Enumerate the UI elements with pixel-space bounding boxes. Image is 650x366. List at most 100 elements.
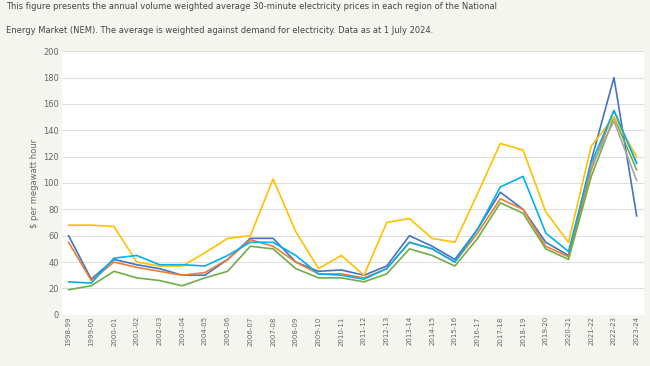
New South Wales [133,265,140,269]
Victoria [201,276,209,280]
New South Wales [406,240,413,244]
South Australia [610,115,618,119]
New South Wales [633,161,641,165]
Tasmania [633,161,641,165]
New South Wales [360,276,368,280]
South Australia [451,240,459,244]
Tasmania [542,231,550,235]
Victoria [315,276,322,280]
Victoria [519,211,527,216]
Victoria [155,278,163,283]
Queensland [110,257,118,262]
Victoria [224,269,231,273]
South Australia [497,141,504,146]
Queensland [155,266,163,271]
Queensland [406,234,413,238]
Queensland [610,75,618,80]
South Australia [383,220,391,225]
South Australia [542,210,550,214]
Line: Victoria: Victoria [68,117,637,290]
Queensland [246,236,254,240]
Victoria [87,284,95,288]
Victoria [292,266,300,271]
New South Wales [337,272,345,276]
Victoria [633,168,641,172]
Victoria [588,174,595,179]
New South Wales [610,108,618,113]
New South Wales [565,255,573,259]
South Australia [269,177,277,181]
Y-axis label: $ per megawatt hour: $ per megawatt hour [30,138,39,228]
South Australia [292,229,300,234]
New South Wales [383,266,391,271]
New South Wales [292,260,300,264]
South Australia [474,191,482,196]
South Australia [133,260,140,264]
Snowy [633,178,641,183]
Victoria [610,115,618,119]
Queensland [133,262,140,267]
New South Wales [588,168,595,172]
South Australia [565,240,573,244]
South Australia [246,234,254,238]
Victoria [133,276,140,280]
Queensland [224,257,231,262]
Text: This figure presents the annual volume weighted average 30-minute electricity pr: This figure presents the annual volume w… [6,3,497,11]
Tasmania [565,249,573,254]
Tasmania [201,264,209,268]
New South Wales [428,247,436,251]
Tasmania [292,253,300,258]
Line: South Australia: South Australia [68,117,637,275]
New South Wales [201,270,209,275]
Tasmania [337,273,345,277]
Victoria [474,236,482,240]
Queensland [178,273,186,277]
Tasmania [246,240,254,244]
Victoria [360,280,368,284]
Tasmania [155,262,163,267]
Queensland [383,264,391,268]
Victoria [428,253,436,258]
New South Wales [269,244,277,249]
Tasmania [133,253,140,258]
South Australia [588,144,595,148]
Queensland [64,234,72,238]
Queensland [87,277,95,281]
Victoria [337,276,345,280]
South Australia [201,251,209,255]
Tasmania [87,281,95,285]
New South Wales [87,278,95,283]
New South Wales [224,257,231,262]
Victoria [497,201,504,205]
Tasmania [428,247,436,251]
Victoria [178,284,186,288]
Victoria [565,257,573,262]
Tasmania [610,108,618,113]
South Australia [633,154,641,159]
New South Wales [64,240,72,244]
Line: Queensland: Queensland [68,78,637,279]
South Australia [110,224,118,229]
Queensland [474,227,482,231]
Line: New South Wales: New South Wales [68,111,637,280]
Queensland [565,253,573,258]
Queensland [428,244,436,249]
Victoria [383,272,391,276]
Tasmania [474,227,482,231]
New South Wales [497,197,504,201]
Queensland [542,240,550,244]
Queensland [451,257,459,262]
Tasmania [110,256,118,260]
New South Wales [542,244,550,249]
New South Wales [474,231,482,235]
New South Wales [155,269,163,273]
Queensland [201,273,209,277]
South Australia [360,273,368,277]
Victoria [269,247,277,251]
Tasmania [224,253,231,258]
New South Wales [178,273,186,277]
New South Wales [246,238,254,242]
Victoria [406,247,413,251]
South Australia [519,148,527,152]
South Australia [406,216,413,221]
